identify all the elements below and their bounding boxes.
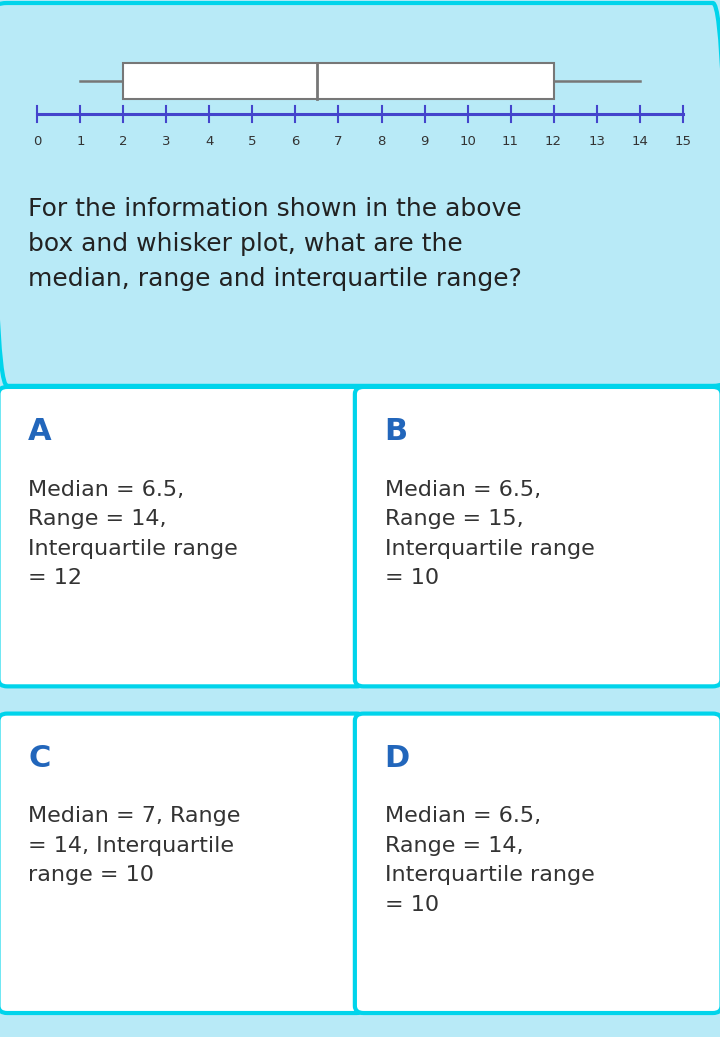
Text: 6: 6 — [292, 135, 300, 148]
Text: 2: 2 — [120, 135, 127, 148]
Text: Median = 6.5,
Range = 14,
Interquartile range
= 12: Median = 6.5, Range = 14, Interquartile … — [28, 479, 238, 588]
Text: A: A — [28, 417, 52, 446]
Text: Median = 6.5,
Range = 14,
Interquartile range
= 10: Median = 6.5, Range = 14, Interquartile … — [384, 807, 594, 915]
FancyBboxPatch shape — [0, 713, 365, 1013]
Text: 13: 13 — [588, 135, 605, 148]
Text: 7: 7 — [334, 135, 343, 148]
Text: 8: 8 — [377, 135, 386, 148]
Text: 9: 9 — [420, 135, 428, 148]
Text: 0: 0 — [33, 135, 42, 148]
Text: 12: 12 — [545, 135, 562, 148]
Text: 15: 15 — [674, 135, 691, 148]
Text: 5: 5 — [248, 135, 257, 148]
FancyBboxPatch shape — [0, 387, 365, 686]
Text: For the information shown in the above
box and whisker plot, what are the
median: For the information shown in the above b… — [28, 197, 522, 291]
FancyBboxPatch shape — [355, 387, 720, 686]
Text: C: C — [28, 744, 50, 773]
Text: 4: 4 — [205, 135, 214, 148]
Text: 14: 14 — [631, 135, 648, 148]
Text: 10: 10 — [459, 135, 476, 148]
Text: B: B — [384, 417, 408, 446]
Text: 3: 3 — [162, 135, 171, 148]
Text: D: D — [384, 744, 410, 773]
Bar — [123, 62, 554, 99]
Text: Median = 6.5,
Range = 15,
Interquartile range
= 10: Median = 6.5, Range = 15, Interquartile … — [384, 479, 594, 588]
Text: Median = 7, Range
= 14, Interquartile
range = 10: Median = 7, Range = 14, Interquartile ra… — [28, 807, 240, 886]
FancyBboxPatch shape — [355, 713, 720, 1013]
Text: 1: 1 — [76, 135, 85, 148]
Text: 11: 11 — [502, 135, 519, 148]
